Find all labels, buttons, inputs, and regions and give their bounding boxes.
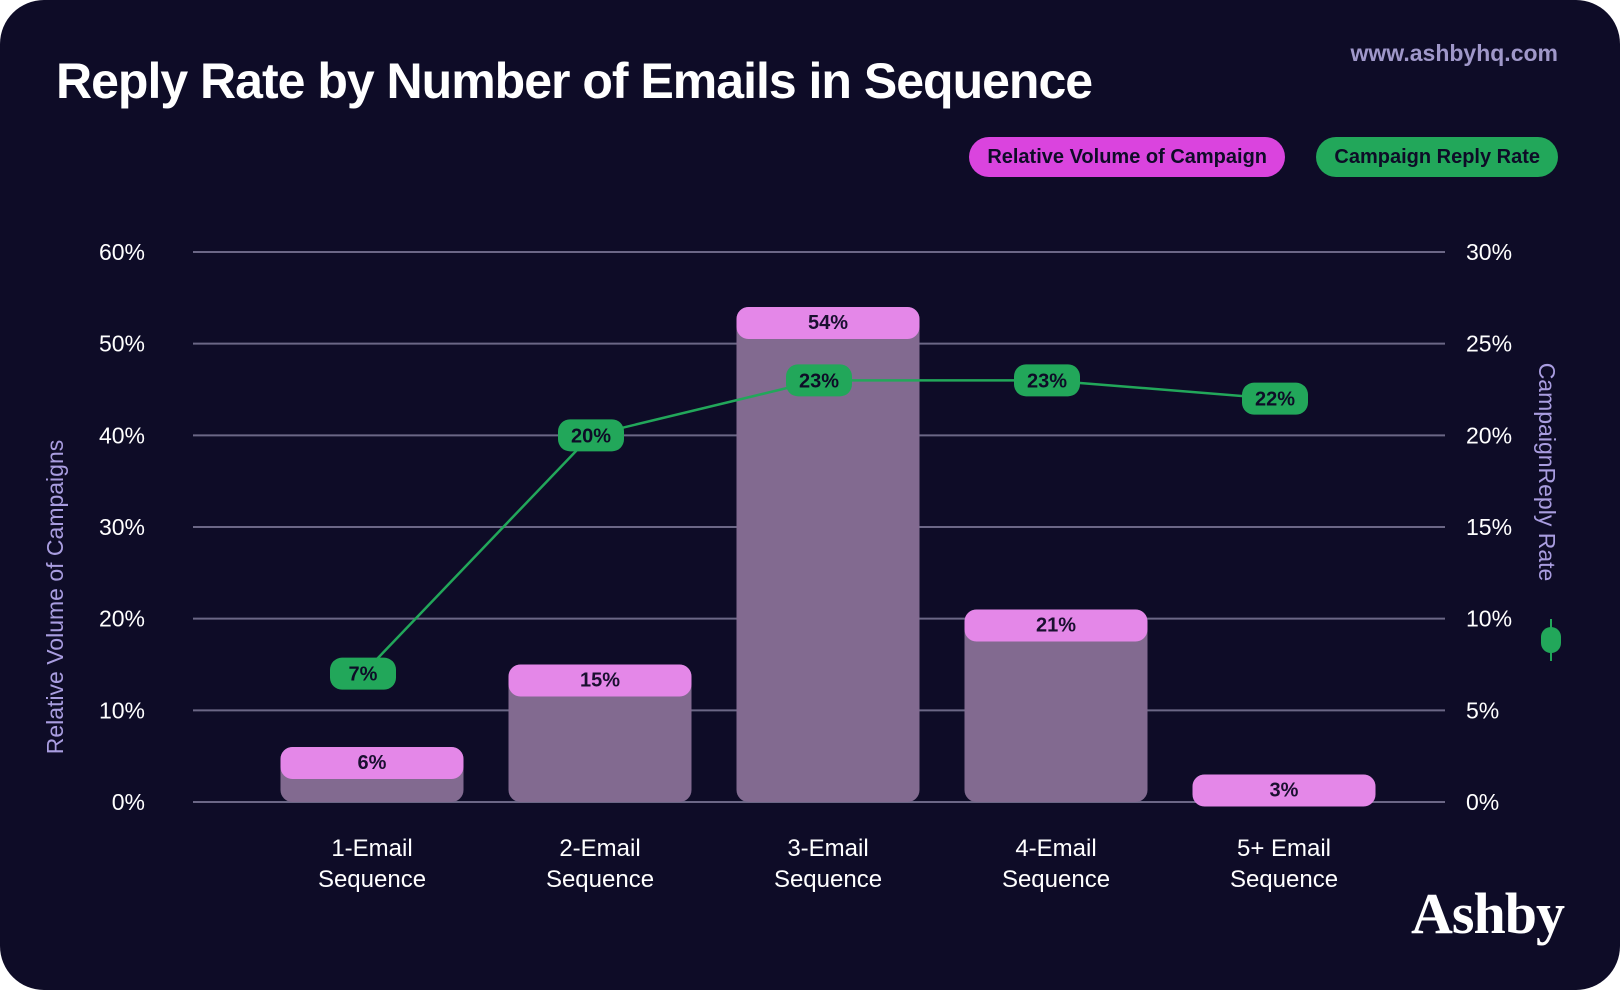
volume-bar-label: 3%: [1270, 780, 1299, 802]
volume-bar-cap: [508, 664, 692, 697]
volume-bar-label: 21%: [1036, 615, 1076, 637]
y-tick-label: 20%: [99, 606, 145, 632]
reply-rate-label: 23%: [1027, 370, 1067, 392]
volume-bar-cap: [736, 307, 920, 339]
y2-tick-label: 5%: [1466, 697, 1499, 723]
y2-tick-label: 10%: [1466, 606, 1512, 632]
x-category-label: 1-Email: [331, 835, 412, 862]
reply-rate-label: 23%: [799, 370, 839, 392]
legend-reply-pill: Campaign Reply Rate: [1316, 137, 1558, 177]
volume-bar-label: 15%: [580, 670, 620, 692]
x-category-label: Sequence: [1230, 866, 1338, 893]
x-category-label: Sequence: [318, 866, 426, 893]
legend-volume-pill: Relative Volume of Campaign: [969, 137, 1285, 177]
volume-bar: [736, 307, 920, 802]
reply-rate-label: 7%: [349, 664, 378, 686]
y-axis-title: Relative Volume of Campaigns: [42, 440, 68, 755]
x-category-label: 2-Email: [559, 835, 640, 862]
volume-bar-cap: [1192, 774, 1376, 807]
reply-rate-point: [1242, 382, 1308, 415]
y-tick-label: 50%: [99, 331, 145, 357]
y2-tick-label: 20%: [1466, 422, 1512, 448]
x-category-label: 4-Email: [1015, 835, 1096, 862]
chart-title: Reply Rate by Number of Emails in Sequen…: [56, 53, 1093, 109]
reply-rate-label: 20%: [571, 425, 611, 447]
y2-axis-title: CampaignReply Rate: [1534, 363, 1560, 582]
y-tick-label: 10%: [99, 697, 145, 723]
volume-bar: [964, 609, 1148, 802]
x-category-label: 3-Email: [787, 835, 868, 862]
reply-rate-label: 22%: [1255, 389, 1295, 411]
y-tick-label: 0%: [112, 789, 145, 815]
x-category-label: Sequence: [1002, 866, 1110, 893]
volume-bar-cap: [964, 609, 1148, 642]
reply-rate-point: [330, 657, 396, 690]
x-category-label: Sequence: [774, 866, 882, 893]
y-tick-label: 30%: [99, 514, 145, 540]
y-tick-label: 60%: [99, 239, 145, 265]
y2-tick-label: 0%: [1466, 789, 1499, 815]
y2-tick-label: 15%: [1466, 514, 1512, 540]
volume-bar-label: 6%: [358, 752, 387, 774]
x-category-label: Sequence: [546, 866, 654, 893]
reply-rate-point: [558, 419, 624, 452]
series-marker-icon: [1541, 627, 1561, 653]
reply-rate-point: [1014, 364, 1080, 397]
x-category-label: 5+ Email: [1237, 835, 1331, 862]
y-tick-label: 40%: [99, 422, 145, 448]
reply-rate-point: [786, 364, 852, 397]
volume-bar: [508, 664, 692, 802]
site-url: www.ashbyhq.com: [1350, 40, 1558, 66]
y2-tick-label: 30%: [1466, 239, 1512, 265]
volume-bar-label: 54%: [808, 312, 848, 334]
ashby-logo: Ashby: [1411, 881, 1565, 946]
volume-bar-cap: [280, 747, 464, 779]
y2-tick-label: 25%: [1466, 331, 1512, 357]
